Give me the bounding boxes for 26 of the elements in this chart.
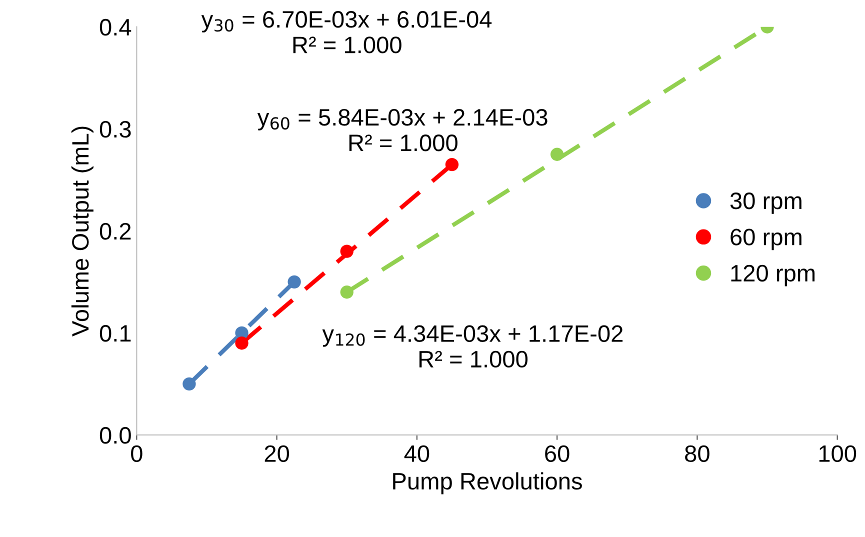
annotation: y$_{60}$ = 5.84E-03x + 2.14E-03 R² = 1.000 [257,109,548,152]
point [445,158,459,172]
x-tick-label: 40 [404,445,430,462]
y-tick-label: 0.4 [100,18,132,36]
x-tick-label: 0 [131,445,142,462]
point [182,377,196,391]
y-tick-label: 0.0 [100,427,131,444]
x-tick-label: 20 [264,445,290,462]
point [340,286,354,299]
legend-label: 120 rpm [731,264,815,286]
x-tick-label: 60 [545,445,570,462]
annotation: y$_{30}$ = 6.70E-03x + 6.01E-04 R² = 1.000 [201,11,492,54]
legend-label: 30 rpm [730,192,802,214]
point [288,275,301,289]
point [235,336,248,350]
point [340,244,354,258]
x-axis-title: Pump Revolutions [393,472,582,494]
y-tick-label: 0.2 [100,222,131,240]
y-tick-label: 0.3 [100,120,131,138]
y-axis-title: Volume Output (mL) [71,126,94,336]
x-tick-label: 100 [819,445,856,462]
y-tick-label: 0.1 [100,325,131,342]
annotation: y$_{120}$ = 4.34E-03x + 1.17E-02 R² = 1.000 [322,325,623,368]
legend-label: 60 rpm [730,228,802,250]
point [550,148,564,161]
x-tick-label: 80 [685,445,710,462]
